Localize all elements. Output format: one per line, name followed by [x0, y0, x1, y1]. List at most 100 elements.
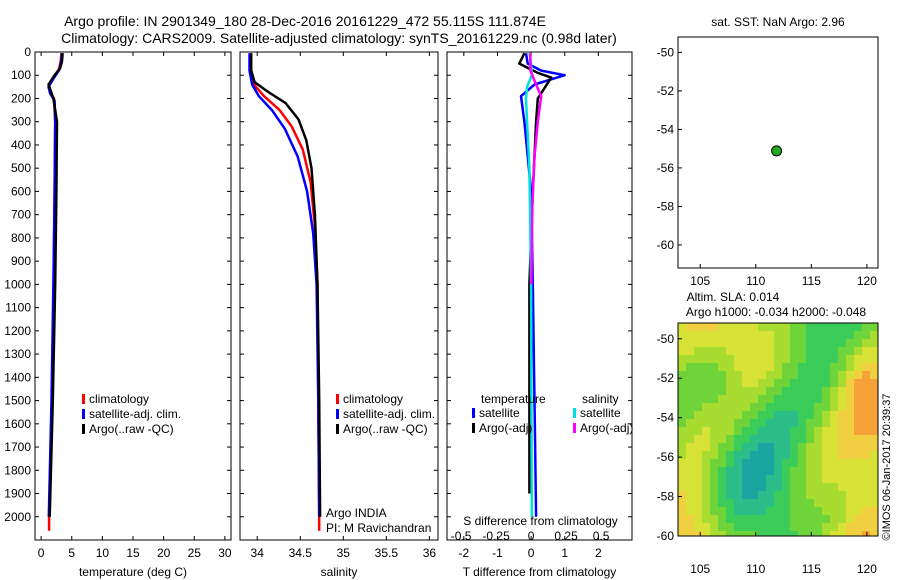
sla-heatmap-cell [862, 379, 870, 387]
sla-heatmap-cell [686, 531, 694, 536]
sla-heatmap-cell [710, 323, 718, 331]
sla-heatmap-cell [782, 371, 790, 379]
sla-heatmap-cell [734, 323, 742, 331]
sla-heatmap-cell [694, 531, 702, 536]
series-2-line [249, 53, 322, 517]
sla-heatmap-cell [702, 507, 710, 515]
sla-heatmap-cell [734, 331, 742, 339]
sla-heatmap-cell [758, 355, 766, 363]
sla-heatmap-cell [726, 379, 734, 387]
sla-heatmap-cell [814, 435, 822, 443]
x-tick-label: 115 [802, 562, 821, 576]
sla-heatmap-cell [838, 499, 846, 507]
sla-heatmap-cell [806, 427, 814, 435]
sla-heatmap-cell [830, 499, 838, 507]
float-position-marker [771, 145, 783, 157]
sla-heatmap-cell [862, 507, 870, 515]
sla-heatmap-cell [702, 403, 710, 411]
sla-heatmap-cell [854, 339, 862, 347]
sla-heatmap-cell [846, 355, 854, 363]
sla-heatmap-cell [766, 427, 774, 435]
sla-heatmap-cell [790, 363, 798, 371]
sla-heatmap-cell [758, 371, 766, 379]
sla-heatmap-cell [686, 355, 694, 363]
sla-heatmap-cell [694, 515, 702, 523]
sla-heatmap-cell [798, 379, 806, 387]
legend-swatch [472, 423, 475, 433]
sla-heatmap-cell [822, 507, 830, 515]
sla-heatmap-cell [718, 531, 726, 536]
sla-heatmap-cell [846, 403, 854, 411]
sla-heatmap-cell [710, 499, 718, 507]
sla-heatmap-cell [774, 403, 782, 411]
sla-heatmap-cell [854, 451, 862, 459]
sla-heatmap-cell [782, 403, 790, 411]
y-tick-label: 1800 [4, 463, 31, 477]
sla-heatmap-cell [774, 483, 782, 491]
sla-heatmap-cell [854, 499, 862, 507]
sla-heatmap-cell [726, 451, 734, 459]
y-tick-label: -60 [657, 529, 675, 543]
sla-heatmap-cell [734, 427, 742, 435]
sla-heatmap-cell [870, 379, 878, 387]
plot-frame [239, 51, 439, 541]
sla-heatmap-cell [774, 323, 782, 331]
sla-heatmap-cell [726, 499, 734, 507]
sla-heatmap-cell [870, 531, 878, 536]
sla-heatmap-cell [678, 403, 686, 411]
sla-heatmap-cell [830, 507, 838, 515]
sla-heatmap-cell [782, 419, 790, 427]
sla-heatmap-cell [694, 331, 702, 339]
sla-heatmap-cell [686, 395, 694, 403]
difference-panel: -2 -1 0 1 2 T difference from climatology temp… [446, 51, 633, 579]
x-tick-label: 10 [96, 546, 110, 560]
legend-title-temperature: temperature [481, 392, 546, 406]
sla-heatmap-cell [718, 435, 726, 443]
sla-heatmap-cell [806, 531, 814, 536]
sla-heatmap-cell [806, 323, 814, 331]
sla-heatmap-cell [726, 395, 734, 403]
sla-heatmap-cell [678, 347, 686, 355]
sla-heatmap-cell [822, 411, 830, 419]
sla-heatmap-cell [702, 515, 710, 523]
sla-heatmap-cell [686, 459, 694, 467]
sla-heatmap-cell [782, 515, 790, 523]
sla-heatmap-cell [758, 499, 766, 507]
sla-heatmap-cell [678, 515, 686, 523]
x-tick-label: 2 [595, 546, 602, 560]
sla-heatmap-cell [774, 427, 782, 435]
sla-heatmap-cell [846, 475, 854, 483]
sla-heatmap-cell [814, 531, 822, 536]
y-tick-label: 800 [11, 231, 31, 245]
sla-heatmap-cell [806, 411, 814, 419]
sla-heatmap-cell [854, 387, 862, 395]
sla-heatmap-cell [806, 483, 814, 491]
sla-heatmap-cell [702, 443, 710, 451]
sla-heatmap-cell [838, 531, 846, 536]
sla-heatmap-cell [750, 403, 758, 411]
sla-heatmap-cell [814, 459, 822, 467]
y-tick-label: 1600 [4, 417, 31, 431]
sla-heatmap-cell [686, 387, 694, 395]
sla-heatmap-cell [742, 403, 750, 411]
sla-heatmap-cell [766, 491, 774, 499]
sla-heatmap-cell [678, 451, 686, 459]
sla-heatmap-cell [806, 379, 814, 387]
legend-swatch [472, 408, 475, 418]
x-tick-label: 34 [251, 546, 265, 560]
sla-heatmap-cell [798, 387, 806, 395]
x-tick-label: 1 [561, 546, 568, 560]
sla-heatmap-cell [726, 475, 734, 483]
sla-heatmap-cell [734, 467, 742, 475]
sla-heatmap-cell [686, 451, 694, 459]
sla-heatmap-cell [678, 427, 686, 435]
sla-heatmap-cell [814, 339, 822, 347]
sla-heatmap-cell [862, 523, 870, 531]
sla-heatmap-cell [702, 523, 710, 531]
sla-heatmap-cell [710, 403, 718, 411]
sla-heatmap-cell [838, 411, 846, 419]
sla-heatmap-cell [790, 355, 798, 363]
sla-heatmap-cell [838, 403, 846, 411]
sla-heatmap-cell [822, 363, 830, 371]
legend-label: satellite [479, 406, 520, 420]
